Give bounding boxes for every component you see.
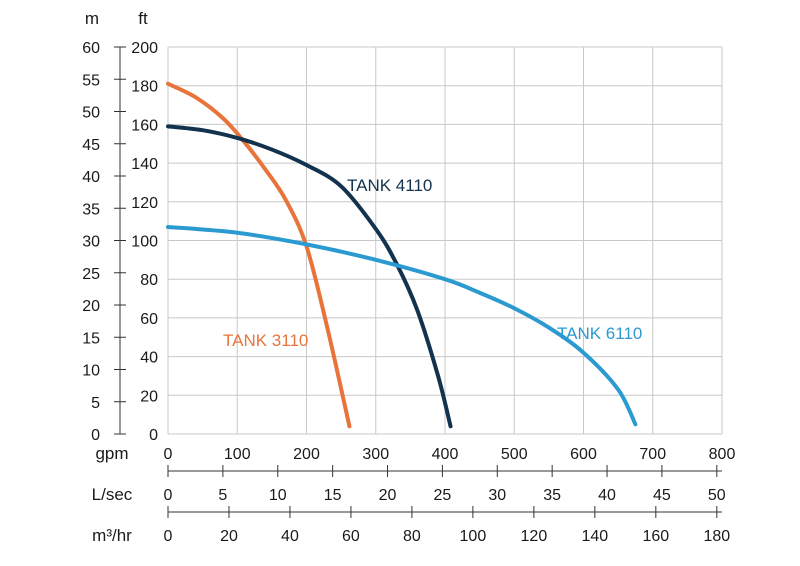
gpm-tick-label: 300 [362, 446, 389, 463]
meters-tick-label: 5 [91, 395, 100, 412]
m3hr-unit-label: m³/hr [92, 526, 132, 545]
meters-tick-label: 40 [82, 169, 100, 186]
meters-tick-label: 25 [82, 266, 100, 283]
ft-tick-label: 120 [131, 195, 158, 212]
meters-tick-label: 50 [82, 105, 100, 122]
meters-unit-label: m [85, 9, 99, 28]
m3hr-tick-label: 180 [703, 528, 730, 545]
axes: 0 100 200 300 400 500 600 700 800020406080100120… [82, 40, 735, 545]
meters-tick-label: 30 [82, 234, 100, 251]
lsec-tick-label: 40 [598, 487, 616, 504]
lsec-tick-label: 15 [324, 487, 342, 504]
ft-tick-label: 40 [140, 350, 158, 367]
lsec-tick-label: 5 [218, 487, 227, 504]
gpm-tick-label: 700 [639, 446, 666, 463]
meters-tick-label: 60 [82, 40, 100, 57]
lsec-tick-label: 10 [269, 487, 287, 504]
gpm-tick-label: 600 [570, 446, 597, 463]
meters-tick-label: 15 [82, 330, 100, 347]
lsec-unit-label: L/sec [92, 485, 133, 504]
ft-tick-label: 160 [131, 117, 158, 134]
m3hr-tick-label: 0 [164, 528, 173, 545]
lsec-tick-label: 25 [434, 487, 452, 504]
lsec-tick-label: 45 [653, 487, 671, 504]
lsec-tick-label: 30 [488, 487, 506, 504]
tank-4110-curve [166, 124, 453, 429]
ft-tick-label: 60 [140, 311, 158, 328]
tank-6110-curve [166, 224, 638, 427]
ft-tick-label: 140 [131, 156, 158, 173]
gpm-tick-label: 500 [501, 446, 528, 463]
meters-tick-label: 35 [82, 201, 100, 218]
lsec-tick-label: 0 [164, 487, 173, 504]
lsec-tick-label: 20 [379, 487, 397, 504]
tank-3110-label: TANK 3110 [223, 331, 308, 350]
gpm-tick-label: 0 [164, 446, 173, 463]
grid [167, 46, 723, 435]
ft-tick-label: 100 [131, 234, 158, 251]
m3hr-tick-label: 40 [281, 528, 299, 545]
ft-tick-label: 80 [140, 272, 158, 289]
ft-tick-label: 0 [149, 427, 158, 444]
series-curves [166, 81, 638, 429]
ft-tick-label: 180 [131, 79, 158, 96]
m3hr-tick-label: 160 [642, 528, 669, 545]
ft-tick-label: 200 [131, 40, 158, 57]
gpm-tick-label: 100 [224, 446, 251, 463]
ft-tick-label: 20 [140, 388, 158, 405]
tank-4110-label: TANK 4110 [347, 176, 432, 195]
m3hr-tick-label: 80 [403, 528, 421, 545]
m3hr-tick-label: 20 [220, 528, 238, 545]
tank-3110-curve [166, 81, 352, 429]
m3hr-tick-label: 120 [521, 528, 548, 545]
lsec-tick-label: 50 [708, 487, 726, 504]
lsec-tick-label: 35 [543, 487, 561, 504]
m3hr-tick-label: 140 [581, 528, 608, 545]
gpm-tick-label: 800 [709, 446, 736, 463]
meters-tick-label: 55 [82, 72, 100, 89]
gpm-unit-label: gpm [95, 444, 128, 463]
gpm-tick-label: 200 [293, 446, 320, 463]
feet-unit-label: ft [138, 9, 148, 28]
meters-tick-label: 45 [82, 137, 100, 154]
series-labels: TANK 3110 TANK 4110 TANK 6110 [223, 176, 642, 350]
gpm-tick-label: 400 [432, 446, 459, 463]
meters-tick-label: 0 [91, 427, 100, 444]
m3hr-tick-label: 100 [460, 528, 487, 545]
meters-tick-label: 20 [82, 298, 100, 315]
tank-6110-label: TANK 6110 [557, 324, 642, 343]
meters-tick-label: 10 [82, 363, 100, 380]
m3hr-tick-label: 60 [342, 528, 360, 545]
